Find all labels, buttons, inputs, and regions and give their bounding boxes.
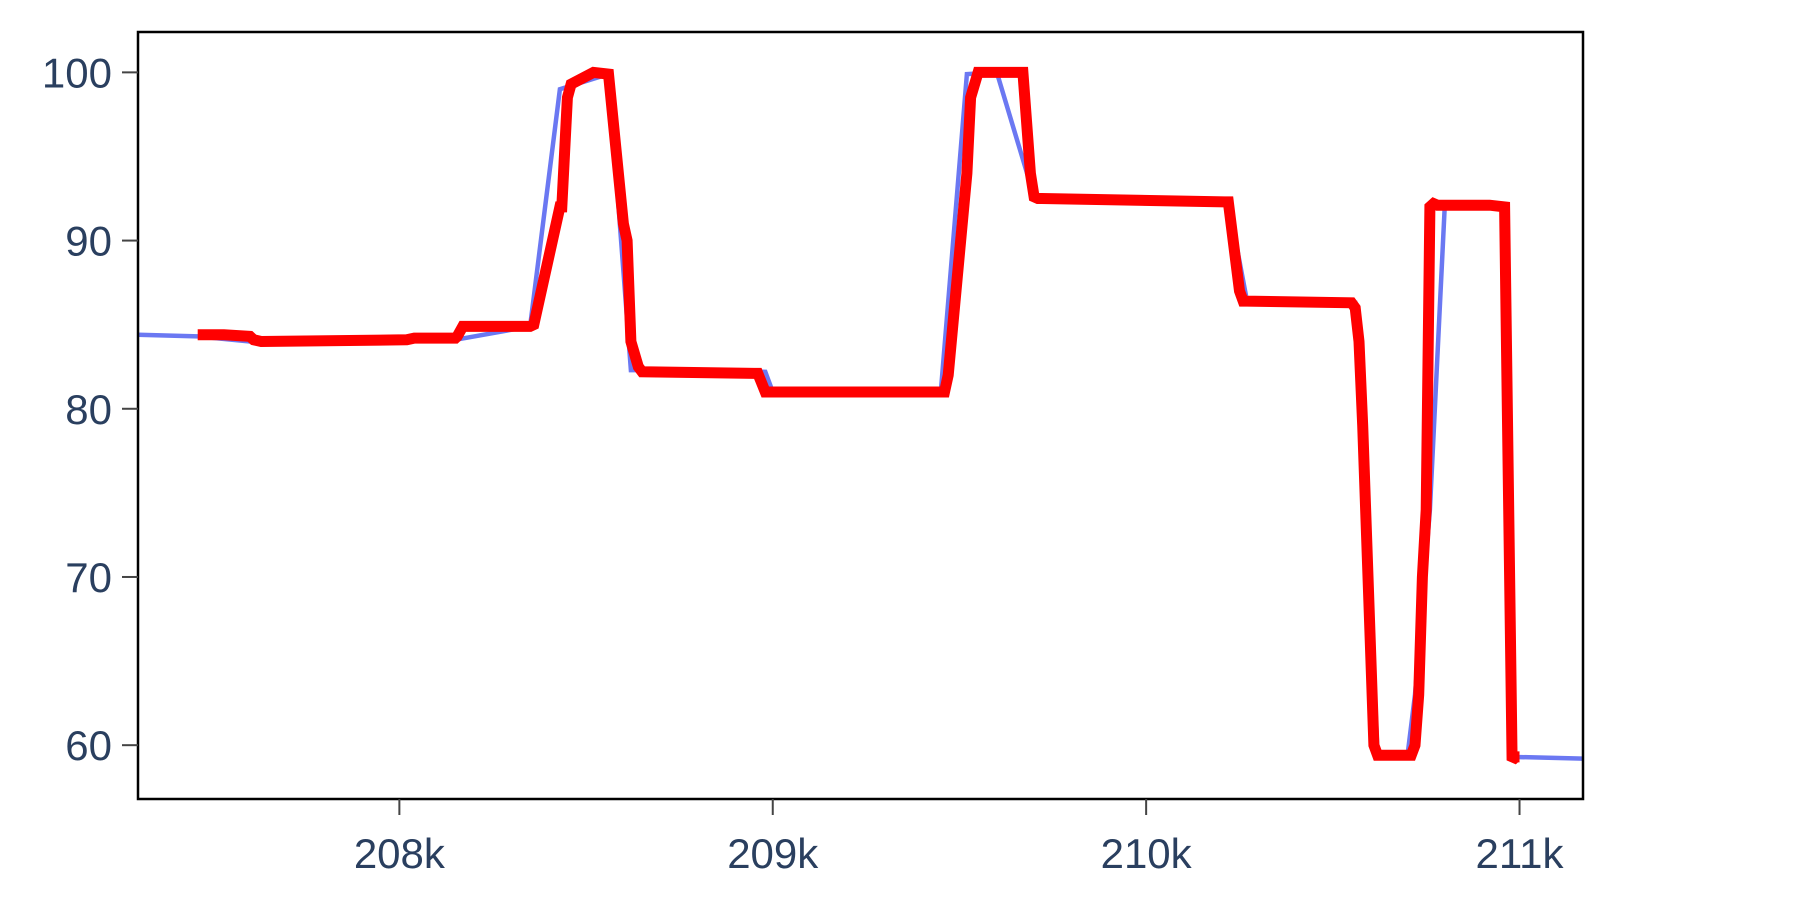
y-tick-label: 90: [65, 218, 112, 265]
x-tick-label: 209k: [727, 830, 819, 877]
y-tick-label: 100: [42, 49, 112, 96]
y-tick-label: 60: [65, 722, 112, 769]
y-tick-label: 70: [65, 554, 112, 601]
x-tick-label: 208k: [354, 830, 446, 877]
plot-frame: [136, 30, 1585, 801]
series-line-highlight: [197, 66, 1520, 765]
x-tick-label: 210k: [1101, 830, 1193, 877]
series-layer: [137, 66, 1584, 765]
x-axis: 208k 209k 210k 211k: [354, 799, 1565, 877]
plot-background: [138, 32, 1583, 799]
y-tick-label: 80: [65, 386, 112, 433]
y-axis: 60 70 80 90 100: [42, 49, 138, 769]
x-tick-label: 211k: [1476, 830, 1565, 877]
